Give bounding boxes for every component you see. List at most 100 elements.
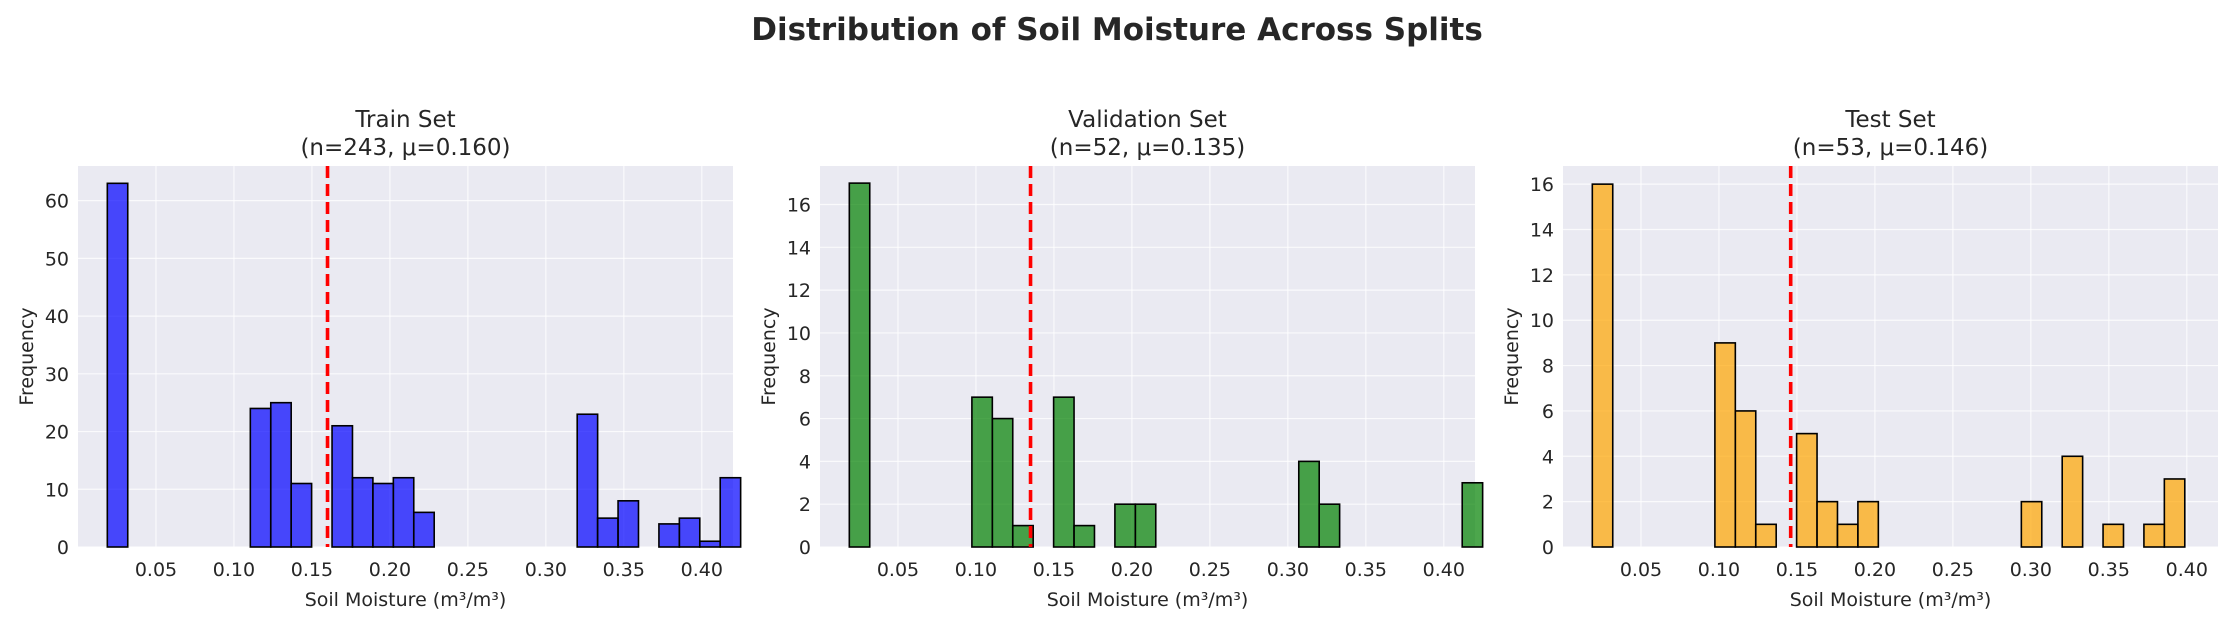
histogram-bar <box>1795 432 1818 548</box>
histogram-bar <box>1714 342 1737 548</box>
x-tick-label: 0.30 <box>525 559 567 581</box>
x-tick-label: 0.10 <box>1698 559 1740 581</box>
histogram-bar <box>1134 503 1157 548</box>
y-tick-label: 14 <box>1530 220 1554 242</box>
histogram-bar <box>1857 500 1880 548</box>
x-tick-label: 0.35 <box>2088 559 2130 581</box>
histogram-bar <box>848 182 871 548</box>
histogram-bar <box>1114 503 1137 548</box>
x-tick-label: 0.35 <box>603 559 645 581</box>
y-tick-label: 60 <box>45 191 69 213</box>
histogram-bar <box>971 396 994 548</box>
panel-title: Train Set <box>354 107 455 133</box>
histogram-bar <box>1591 183 1614 548</box>
x-axis-label: Soil Moisture (m³/m³) <box>1047 589 1249 611</box>
histogram-bar <box>372 482 395 548</box>
y-tick-label: 10 <box>45 479 69 501</box>
y-tick-label: 14 <box>787 237 811 259</box>
x-tick-label: 0.15 <box>1776 559 1818 581</box>
histogram-bar <box>1461 481 1484 548</box>
histogram-bar <box>617 500 640 548</box>
x-tick-label: 0.10 <box>213 559 255 581</box>
histogram-bar <box>1734 410 1757 548</box>
x-tick-label: 0.25 <box>1932 559 1974 581</box>
plot-area-validation <box>820 166 1475 547</box>
y-tick-label: 0 <box>799 537 811 559</box>
y-tick-label: 50 <box>45 248 69 270</box>
y-tick-label: 4 <box>799 451 811 473</box>
x-tick-label: 0.15 <box>1033 559 1075 581</box>
histogram-bar <box>249 407 272 548</box>
histogram-bar <box>412 511 435 548</box>
x-tick-label: 0.35 <box>1345 559 1387 581</box>
y-tick-label: 10 <box>787 323 811 345</box>
histogram-bar <box>1011 524 1034 548</box>
histogram-bar <box>269 401 292 548</box>
x-axis-label: Soil Moisture (m³/m³) <box>1790 589 1992 611</box>
histogram-bar <box>719 476 742 548</box>
plot-area-test <box>1563 166 2218 547</box>
y-tick-label: 16 <box>787 195 811 217</box>
x-tick-label: 0.20 <box>1111 559 1153 581</box>
x-tick-label: 0.25 <box>1189 559 1231 581</box>
y-tick-label: 40 <box>45 306 69 328</box>
histogram-bar <box>2143 523 2166 548</box>
histogram-bar <box>596 517 619 548</box>
y-tick-label: 20 <box>45 422 69 444</box>
histogram-bar <box>2020 500 2043 548</box>
y-tick-label: 12 <box>1530 265 1554 287</box>
panel-test: 0.05 0.10 0.15 0.20 0.25 0.30 0.35 0.40 0 2 4 6 8 10 1… <box>1501 107 2218 611</box>
panel-subtitle: (n=52, μ=0.135) <box>1050 135 1245 161</box>
y-tick-label: 8 <box>799 366 811 388</box>
y-tick-label: 2 <box>1542 492 1554 514</box>
histogram-bar <box>1297 460 1321 548</box>
histogram-bar <box>1052 396 1075 548</box>
histogram-bar <box>392 476 415 548</box>
x-tick-label: 0.05 <box>135 559 177 581</box>
histogram-bar <box>2163 478 2186 548</box>
y-axis-label: Frequency <box>1501 307 1523 405</box>
x-tick-label: 0.20 <box>1854 559 1896 581</box>
panel-train: 0.05 0.10 0.15 0.20 0.25 0.30 0.35 0.40 0 10 20 30 4… <box>16 107 742 611</box>
x-tick-label: 0.30 <box>2010 559 2052 581</box>
histogram-bar <box>2061 455 2084 548</box>
x-tick-label: 0.05 <box>1620 559 1662 581</box>
histogram-bar <box>331 424 354 548</box>
histogram-bar <box>658 523 681 548</box>
histogram-bar <box>1816 500 1839 548</box>
y-tick-label: 4 <box>1542 446 1554 468</box>
y-axis-label: Frequency <box>758 307 780 405</box>
y-tick-label: 30 <box>45 364 69 386</box>
y-tick-label: 12 <box>787 280 811 302</box>
x-tick-label: 0.40 <box>2166 559 2208 581</box>
histogram-bar <box>698 540 722 548</box>
y-axis-label: Frequency <box>16 307 38 405</box>
panel-title: Validation Set <box>1068 107 1227 133</box>
histogram-bar <box>290 482 313 548</box>
panel-validation: 0.05 0.10 0.15 0.20 0.25 0.30 0.35 0.40 0 2 4 6 8 10 1… <box>758 107 1484 611</box>
x-tick-label: 0.20 <box>369 559 411 581</box>
histogram-bar <box>351 476 374 548</box>
y-tick-label: 0 <box>57 537 69 559</box>
x-axis-label: Soil Moisture (m³/m³) <box>305 589 507 611</box>
histogram-bar <box>576 413 599 548</box>
x-tick-label: 0.40 <box>681 559 723 581</box>
histogram-bar <box>106 182 129 548</box>
histogram-bar <box>991 417 1014 548</box>
histogram-bar <box>1754 523 1777 548</box>
y-tick-label: 8 <box>1542 356 1554 378</box>
histogram-bar <box>1836 523 1859 548</box>
y-tick-label: 2 <box>799 494 811 516</box>
histogram-bar <box>1318 503 1341 548</box>
y-tick-label: 6 <box>1542 401 1554 423</box>
y-tick-label: 16 <box>1530 174 1554 196</box>
y-tick-label: 0 <box>1542 537 1554 559</box>
y-tick-label: 10 <box>1530 310 1554 332</box>
x-tick-label: 0.10 <box>955 559 997 581</box>
x-tick-label: 0.25 <box>447 559 489 581</box>
x-tick-label: 0.15 <box>291 559 333 581</box>
histogram-bar <box>1073 524 1096 548</box>
panel-subtitle: (n=243, μ=0.160) <box>300 135 510 161</box>
